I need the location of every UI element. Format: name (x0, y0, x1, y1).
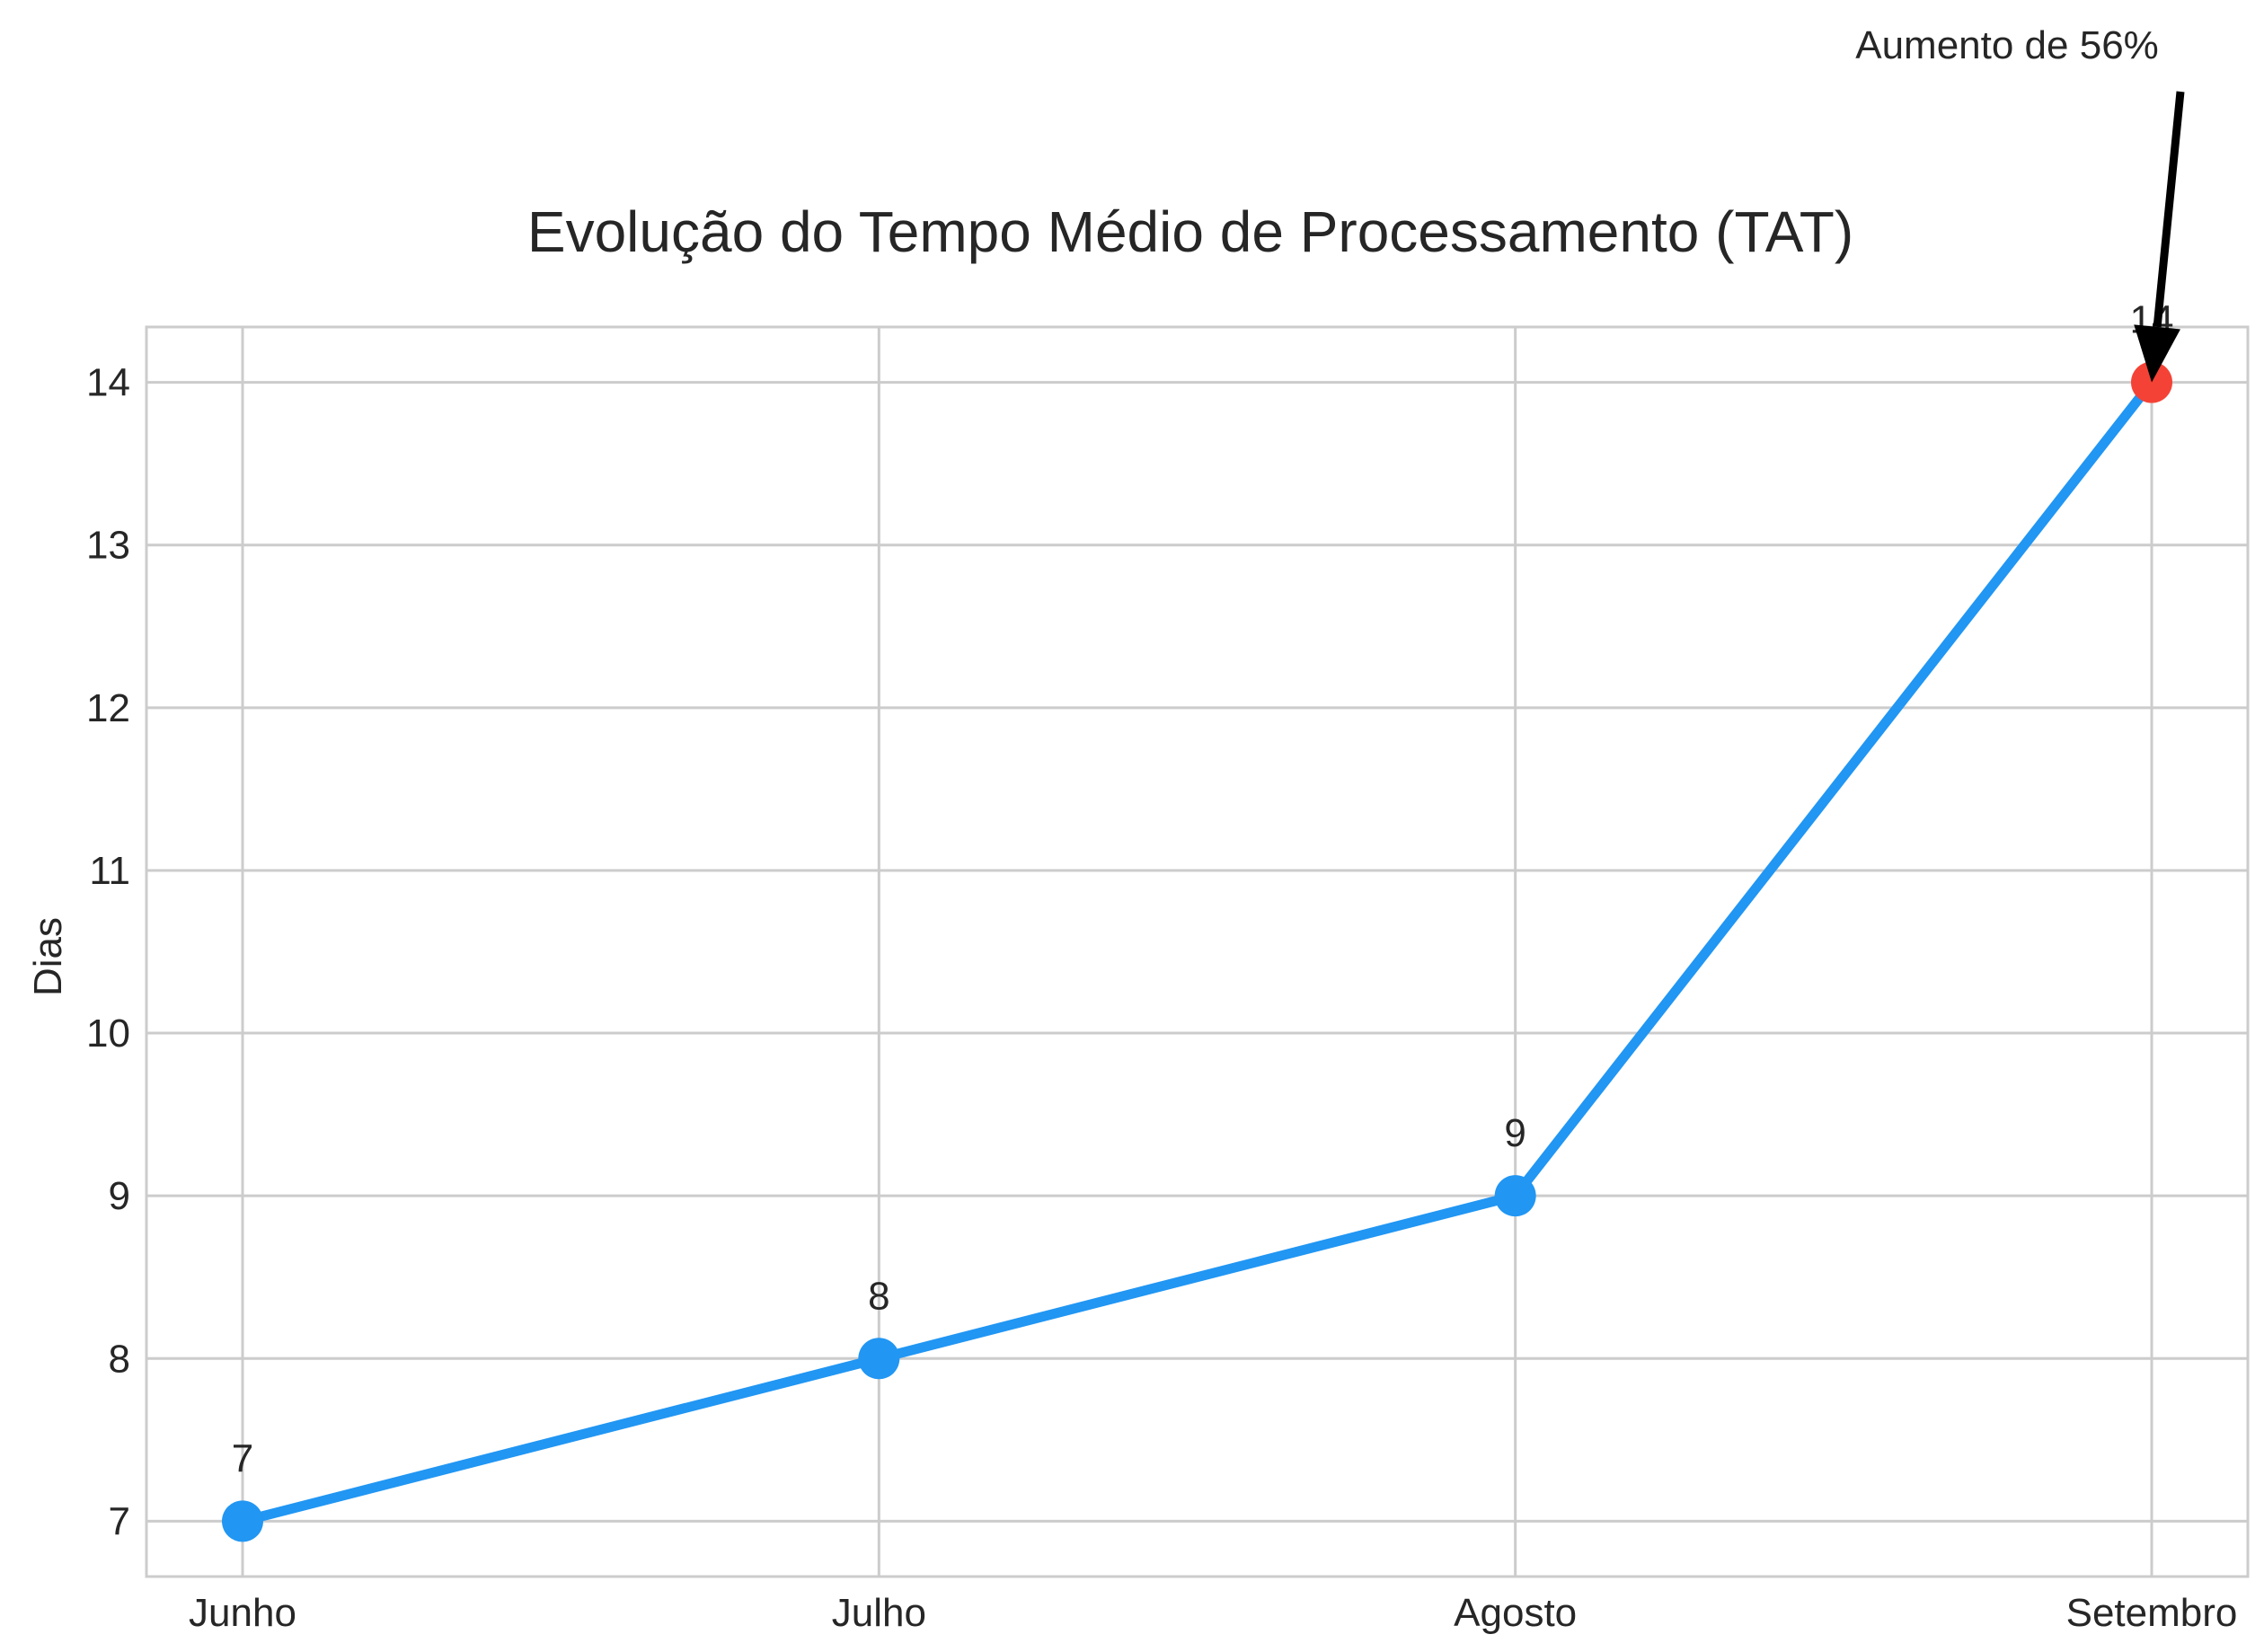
data-point-agosto (1494, 1175, 1536, 1217)
x-tick-label-setembro: Setembro (2066, 1591, 2238, 1635)
y-axis-label: Dias (26, 917, 70, 996)
axis-ticks: 7 8 9 10 11 12 13 14 Junho Julho Agosto Setembro (86, 361, 2237, 1635)
annotation-arrow-shaft (2153, 91, 2185, 328)
y-tick-label-13: 13 (86, 524, 130, 568)
series-line (237, 377, 2157, 1526)
y-tick-label-11: 11 (89, 849, 130, 893)
series-layer (222, 361, 2172, 1542)
y-tick-label-12: 12 (86, 686, 130, 730)
plot-frame (145, 325, 2250, 1578)
annotation: Aumento de 56% (1855, 23, 2185, 383)
y-tick-label-9: 9 (109, 1174, 130, 1218)
y-tick-label-8: 8 (109, 1337, 130, 1381)
chart-title: Evolução do Tempo Médio de Processamento… (527, 199, 1853, 264)
x-tick-label-junho: Junho (189, 1591, 296, 1635)
y-tick-label-7: 7 (109, 1499, 130, 1543)
data-label-agosto: 9 (1504, 1111, 1526, 1155)
data-label-julho: 8 (868, 1274, 889, 1318)
x-tick-label-julho: Julho (832, 1591, 926, 1635)
data-point-junho (222, 1500, 263, 1542)
grid (146, 327, 2248, 1577)
data-point-julho (858, 1338, 900, 1380)
y-tick-label-14: 14 (86, 361, 130, 405)
annotation-text: Aumento de 56% (1855, 23, 2159, 67)
data-label-junho: 7 (232, 1436, 253, 1480)
y-tick-label-10: 10 (86, 1012, 130, 1056)
annotation-arrow-head (2134, 324, 2180, 383)
x-tick-label-agosto: Agosto (1454, 1591, 1577, 1635)
